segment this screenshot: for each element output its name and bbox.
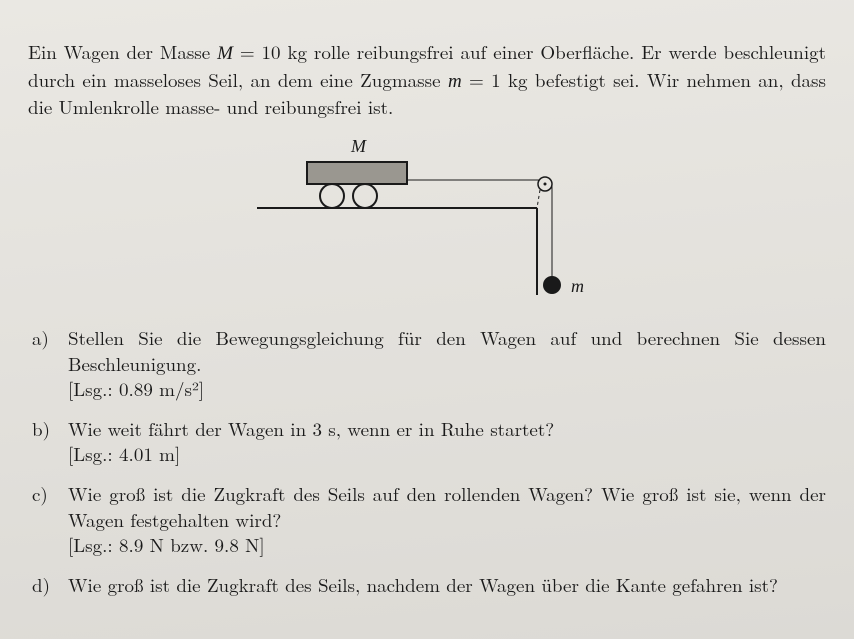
sym-m: m bbox=[448, 71, 462, 92]
sym-M: M bbox=[217, 43, 233, 64]
part-text: Wie groß ist die Zugkraft des Seils auf … bbox=[68, 480, 826, 533]
part-solution: [Lsg.: 4.01 m] bbox=[68, 441, 826, 467]
parts-list: a) Stellen Sie die Bewegungsgleichung fü… bbox=[28, 325, 826, 598]
solution-value: 8.9 N bzw. 9.8 N bbox=[119, 531, 259, 558]
physics-diagram: M m bbox=[247, 130, 607, 310]
wheel-icon bbox=[320, 184, 344, 208]
part-marker: b) bbox=[32, 416, 50, 442]
part-d: d) Wie groß ist die Zugkraft des Seils, … bbox=[58, 572, 826, 598]
label-M: M bbox=[350, 136, 367, 156]
pulley-axis-icon bbox=[544, 182, 547, 185]
label-m: m bbox=[571, 276, 584, 296]
part-text: Wie weit fährt der Wagen in 3 s, wenn er… bbox=[68, 415, 554, 442]
part-marker: d) bbox=[32, 572, 50, 598]
part-a: a) Stellen Sie die Bewegungsgleichung fü… bbox=[58, 325, 826, 402]
part-text: Wie groß ist die Zugkraft des Seils, nac… bbox=[68, 571, 778, 598]
problem-intro: Ein Wagen der Masse M = 10 kg rolle reib… bbox=[28, 39, 826, 120]
part-marker: a) bbox=[32, 325, 49, 351]
cart-icon bbox=[307, 162, 407, 184]
diagram-container: M m bbox=[28, 130, 826, 315]
part-c: c) Wie groß ist die Zugkraft des Seils a… bbox=[58, 481, 826, 558]
solution-value: 0.89 m/s² bbox=[119, 375, 199, 402]
hanging-mass-icon bbox=[543, 276, 561, 294]
part-b: b) Wie weit fährt der Wagen in 3 s, wenn… bbox=[58, 416, 826, 467]
part-marker: c) bbox=[32, 481, 48, 507]
solution-close: ] bbox=[199, 375, 204, 402]
solution-label: [Lsg.: bbox=[68, 531, 119, 558]
solution-close: ] bbox=[259, 531, 264, 558]
solution-close: ] bbox=[175, 440, 180, 467]
part-solution: [Lsg.: 0.89 m/s²] bbox=[68, 376, 826, 402]
part-solution: [Lsg.: 8.9 N bzw. 9.8 N] bbox=[68, 532, 826, 558]
solution-value: 4.01 m bbox=[119, 440, 175, 467]
wheel-icon bbox=[353, 184, 377, 208]
eq-M: = 10 kg bbox=[233, 38, 307, 65]
solution-label: [Lsg.: bbox=[68, 440, 119, 467]
intro-text: Ein Wagen der Masse bbox=[28, 38, 217, 65]
part-text: Stellen Sie die Bewegungsgleichung für d… bbox=[68, 324, 826, 377]
page: Ein Wagen der Masse M = 10 kg rolle reib… bbox=[0, 0, 854, 639]
eq-m: = 1 kg bbox=[462, 66, 528, 93]
solution-label: [Lsg.: bbox=[68, 375, 119, 402]
